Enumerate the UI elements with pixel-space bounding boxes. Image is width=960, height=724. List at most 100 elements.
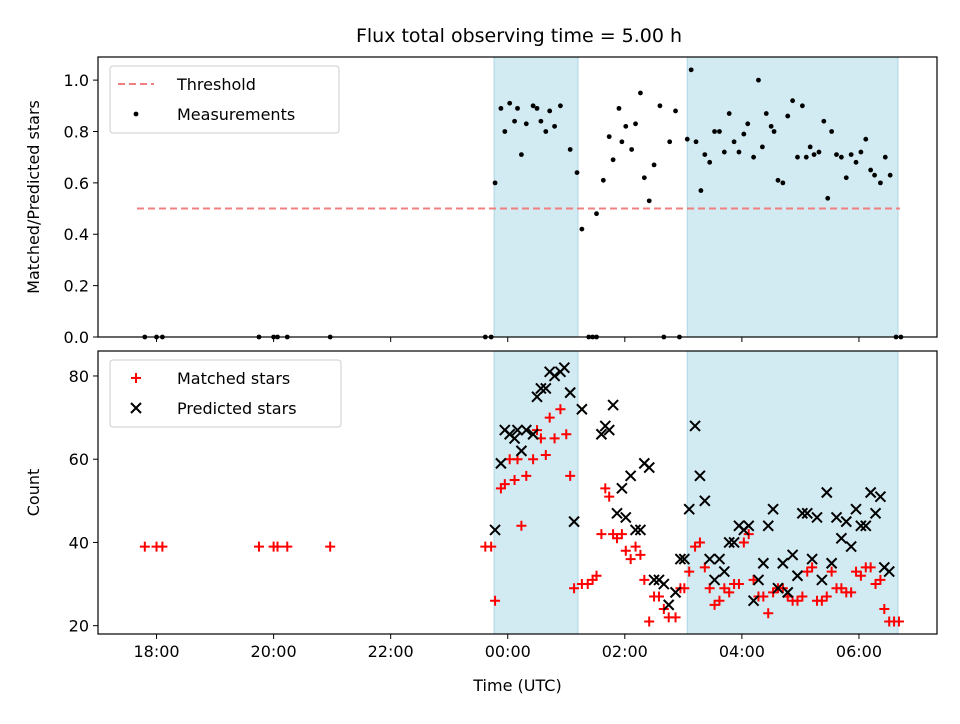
matched-star-point	[733, 579, 744, 590]
y-tick-label: 0.0	[64, 328, 89, 347]
measurement-point	[594, 211, 599, 217]
matched-star-point	[893, 616, 904, 627]
matched-star-point	[684, 566, 695, 577]
y-tick-label: 60	[69, 450, 89, 469]
predicted-star-point	[678, 553, 691, 565]
predicted-star-point	[540, 382, 552, 395]
predicted-star-point	[669, 586, 682, 599]
measurement-point	[646, 198, 652, 204]
predicted-star-point	[658, 578, 670, 590]
predicted-star-point	[595, 428, 608, 440]
measurement-point	[726, 111, 732, 116]
predicted-star-point	[535, 382, 547, 395]
y-tick-label: 40	[69, 533, 89, 552]
predicted-star-point	[531, 391, 543, 403]
measurement-point	[657, 103, 663, 109]
measurement-point	[558, 103, 563, 109]
predicted-star-point	[564, 386, 576, 399]
axes-frame	[97, 350, 938, 635]
y-tick-label: 0.8	[64, 122, 89, 141]
measurement-point	[623, 123, 629, 129]
measurement-point	[843, 175, 849, 181]
predicted-star-point	[548, 370, 561, 382]
measurement-point	[780, 180, 786, 186]
predicted-star-point	[603, 424, 615, 436]
predicted-star-point	[811, 511, 823, 524]
chart-title: Flux total observing time = 5.00 h	[356, 25, 682, 47]
predicted-star-point	[850, 503, 862, 515]
measurement-point	[863, 136, 869, 142]
predicted-star-point	[511, 424, 524, 436]
measurement-point	[763, 111, 769, 116]
legend-predicted-swatch	[130, 402, 142, 414]
measurement-point	[688, 67, 694, 73]
matched-star-point	[630, 541, 641, 552]
y-tick-label: 1.0	[64, 71, 89, 90]
matched-star-point	[516, 520, 527, 531]
predicted-star-point	[757, 557, 770, 569]
measurement-point	[600, 177, 606, 183]
measurement-point	[693, 139, 699, 145]
shaded-span	[686, 56, 899, 338]
measurement-point	[853, 159, 859, 165]
matched-star-point	[653, 591, 664, 602]
measurement-point	[698, 188, 704, 193]
predicted-star-point	[708, 574, 721, 586]
matched-star-point	[591, 570, 602, 581]
predicted-star-point	[816, 574, 828, 586]
matched-star-point	[521, 470, 532, 481]
measurement-point	[811, 152, 817, 158]
measurement-point	[667, 139, 673, 145]
measurement-point	[838, 154, 844, 160]
predicted-star-point	[629, 524, 642, 536]
predicted-star-point	[869, 507, 882, 520]
y-axis-label: Count	[24, 469, 43, 517]
y-tick-label: 80	[69, 367, 89, 386]
measurement-point	[721, 149, 727, 155]
measurement-point	[821, 118, 827, 124]
predicted-star-point	[674, 553, 687, 565]
matched-star-point	[561, 429, 572, 440]
measurement-point	[790, 98, 796, 104]
measurement-point	[771, 129, 777, 134]
x-tick-label: 06:00	[836, 642, 882, 661]
predicted-star-point	[520, 424, 532, 436]
matched-star-point	[157, 541, 168, 552]
measurement-point	[567, 147, 573, 152]
legend-box	[109, 359, 342, 428]
predicted-star-point	[663, 599, 675, 611]
measurement-point	[519, 152, 524, 158]
measurement-point	[736, 149, 742, 155]
measurement-point	[538, 118, 544, 124]
predicted-star-point	[620, 511, 632, 524]
predicted-star-point	[558, 361, 571, 374]
measurement-point	[878, 180, 883, 186]
predicted-star-point	[840, 515, 852, 528]
measurement-point	[512, 118, 517, 124]
predicted-star-point	[825, 557, 838, 569]
x-axis-label: Time (UTC)	[472, 676, 561, 695]
predicted-star-point	[782, 586, 794, 599]
matched-star-point	[282, 541, 293, 552]
measurement-point	[707, 159, 713, 165]
predicted-star-point	[568, 515, 580, 528]
matched-star-point	[763, 608, 774, 619]
matched-star-point	[639, 574, 650, 585]
measurement-point	[741, 131, 747, 137]
predicted-star-point	[648, 574, 660, 586]
legend: Threshold Measurements	[109, 65, 340, 134]
predicted-star-point	[864, 486, 877, 499]
measurement-point	[684, 136, 690, 142]
matched-star-point	[528, 454, 539, 465]
matched-star-point	[724, 587, 735, 598]
predicted-star-point	[607, 399, 619, 411]
measurement-point	[816, 149, 822, 155]
matched-star-point	[807, 562, 818, 573]
measurement-point	[515, 105, 520, 111]
predicted-star-point	[845, 540, 857, 553]
measurement-point	[641, 175, 647, 181]
predicted-star-point	[616, 482, 628, 495]
matched-star-point	[544, 412, 555, 423]
measurement-point	[825, 195, 831, 201]
matched-star-point	[569, 583, 580, 594]
